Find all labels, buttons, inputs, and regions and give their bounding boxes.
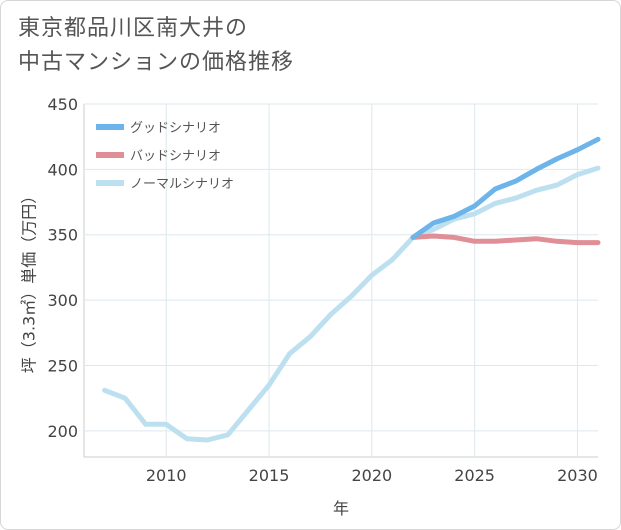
y-tick-label: 450 [47, 95, 78, 114]
legend-label-1: バッドシナリオ [130, 149, 221, 164]
chart-title-line-1: 東京都品川区南大井の [18, 16, 249, 41]
x-tick-label: 2030 [557, 466, 598, 485]
x-tick-label: 2025 [454, 466, 495, 485]
x-tick-label: 2015 [249, 466, 290, 485]
y-tick-label: 200 [47, 422, 78, 441]
x-tick-label: 2020 [351, 466, 392, 485]
series-line-0 [410, 136, 601, 240]
series-line-2 [102, 165, 601, 443]
legend-label-2: ノーマルシナリオ [130, 177, 234, 192]
x-axis-label: 年 [333, 499, 349, 518]
y-tick-label: 350 [47, 226, 78, 245]
series-lines [102, 136, 601, 443]
y-tick-label: 300 [47, 291, 78, 310]
chart-title-line-2: 中古マンションの価格推移 [18, 50, 295, 75]
series-line-1 [410, 233, 601, 246]
y-tick-label: 250 [47, 356, 78, 375]
legend-label-0: グッドシナリオ [130, 121, 221, 136]
grid [83, 103, 598, 458]
tick-labels: 200 250 300 350 400 450 2010 2015 2020 2025 2030 [47, 95, 597, 485]
y-axis-label: 坪（3.3㎡）単価（万円） [20, 188, 39, 373]
x-tick-label: 2010 [146, 466, 187, 485]
chart-title: 東京都品川区南大井の 中古マンションの価格推移 [18, 12, 294, 80]
y-tick-label: 400 [47, 160, 78, 179]
